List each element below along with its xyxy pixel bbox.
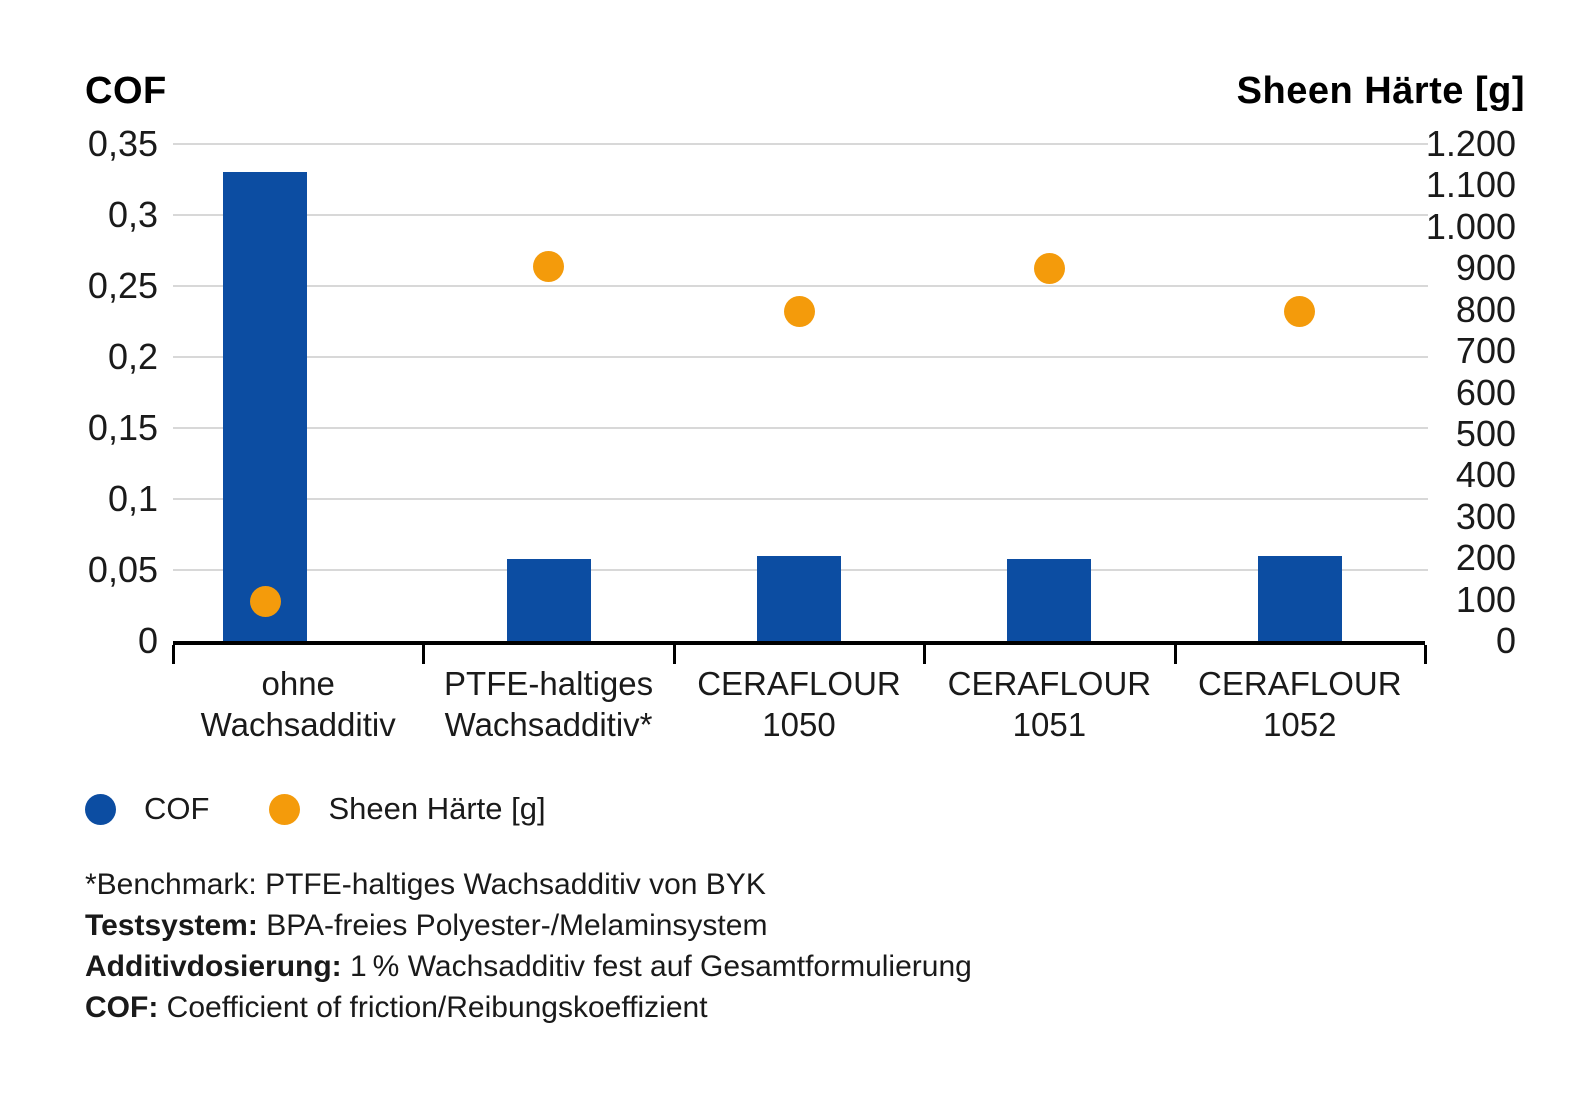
gridline [173, 214, 1428, 216]
x-axis-tick [1173, 645, 1177, 664]
chart-plot-area: 0,35 0,3 0,25 0,2 0,15 0,1 0,05 0 1.200 1.100 1.00… [87, 123, 1516, 744]
left-axis-tick-label: 0,05 [87, 549, 158, 590]
sheen-dot [249, 586, 281, 618]
category-label: CERAFLOUR 1052 [1198, 665, 1402, 743]
footnote-cof: COF: Coefficient of friction/Reibungskoe… [85, 987, 972, 1028]
right-axis-tick-label: 1.000 [1425, 205, 1516, 247]
left-axis-tick-label: 0,15 [87, 407, 158, 448]
left-axis-tick-label: 0,35 [87, 123, 158, 164]
cof-bar [757, 555, 841, 641]
footnote-dosierung-bold: Additivdosierung: [85, 950, 342, 983]
footnote-benchmark-text: *Benchmark: PTFE-haltiges Wachsadditiv v… [85, 868, 766, 901]
left-axis-title: COF [85, 70, 167, 112]
x-axis-line [173, 641, 1425, 645]
gridline [173, 356, 1428, 358]
sheen-dot [1284, 296, 1316, 328]
right-axis-tick-label: 700 [1455, 330, 1516, 372]
right-axis-tick-label: 100 [1455, 578, 1516, 620]
sheen-dot [1033, 252, 1065, 284]
gridline [173, 427, 1428, 429]
category-label: CERAFLOUR 1050 [697, 665, 901, 743]
sheen-series-swatch-icon [269, 793, 301, 825]
sheen-dot [783, 296, 815, 328]
x-axis-tick [422, 645, 426, 664]
right-axis-tick-label: 200 [1455, 537, 1516, 579]
chart-legend: COF Sheen Härte [g] [85, 791, 546, 827]
footnote-testsystem-text: BPA-freies Polyester-/Melaminsystem [257, 909, 768, 942]
left-axis-tick-label: 0,1 [107, 478, 158, 519]
right-axis-tick-label: 0 [1495, 620, 1516, 661]
category-label: CERAFLOUR 1051 [947, 665, 1152, 743]
legend-item-sheen: Sheen Härte [g] [269, 791, 546, 827]
footnote-dosierung: Additivdosierung: 1 % Wachsadditiv fest … [85, 946, 972, 987]
x-axis-tick [672, 645, 676, 664]
footnote-benchmark: *Benchmark: PTFE-haltiges Wachsadditiv v… [85, 864, 972, 905]
left-axis-tick-label: 0 [137, 620, 158, 661]
cof-bar [1007, 558, 1092, 641]
left-axis-tick-label: 0,2 [107, 336, 158, 377]
gridline [173, 498, 1428, 500]
right-axis-tick-label: 1.100 [1425, 164, 1516, 206]
gridline [173, 143, 1428, 145]
x-axis-tick [172, 645, 175, 664]
gridline [173, 285, 1428, 287]
right-axis-tick-label: 800 [1455, 288, 1516, 330]
right-axis-tick-label: 500 [1455, 412, 1516, 454]
right-axis-tick-label: 900 [1455, 247, 1516, 289]
right-axis-tick-label: 600 [1455, 371, 1516, 413]
legend-label-sheen: Sheen Härte [g] [328, 791, 546, 826]
right-axis-tick-label: 400 [1455, 454, 1516, 496]
left-axis-tick-label: 0,25 [87, 265, 158, 306]
left-axis-tick-label: 0,3 [107, 194, 158, 235]
footnote-cof-text: Coefficient of friction/Reibungskoeffizi… [158, 991, 708, 1024]
cof-bar [506, 558, 591, 641]
footnote-dosierung-text: 1 % Wachsadditiv fest auf Gesamtformulie… [341, 950, 972, 983]
footnote-cof-bold: COF: [85, 991, 159, 1024]
category-label: ohne Wachsadditiv [200, 665, 396, 743]
legend-label-cof: COF [144, 791, 210, 826]
right-axis-tick-label: 1.200 [1425, 123, 1516, 164]
x-axis-tick [923, 645, 927, 664]
cof-bar [223, 172, 308, 641]
right-axis-title: Sheen Härte [g] [1236, 70, 1525, 112]
footnotes-block: *Benchmark: PTFE-haltiges Wachsadditiv v… [85, 864, 972, 1028]
legend-item-cof: COF [85, 791, 209, 827]
right-axis-tick-label: 300 [1455, 495, 1516, 537]
sheen-dot [533, 250, 565, 282]
x-axis-tick [1424, 645, 1427, 664]
footnote-testsystem-bold: Testsystem: [85, 909, 258, 942]
cof-bar [1257, 555, 1342, 641]
cof-series-swatch-icon [85, 793, 116, 825]
category-label: PTFE-haltiges Wachsadditiv* [444, 665, 654, 743]
footnote-testsystem: Testsystem: BPA-freies Polyester-/Melami… [85, 905, 972, 946]
